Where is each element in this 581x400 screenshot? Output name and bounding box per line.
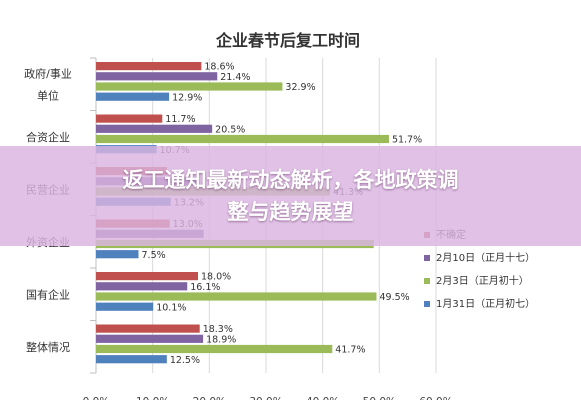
category-label: 政府/事业 <box>24 66 72 80</box>
bar <box>96 282 188 291</box>
bar <box>96 292 377 301</box>
data-label: 18.6% <box>204 62 234 73</box>
bar <box>96 92 170 101</box>
bar <box>96 324 200 333</box>
legend-swatch <box>424 255 430 261</box>
legend-label: 1月31日（正月初七） <box>436 297 535 310</box>
bar <box>96 82 283 91</box>
x-tick-label: 60.0% <box>419 396 452 400</box>
data-label: 18.3% <box>203 324 233 335</box>
chart-title: 企业春节后复工时间 <box>215 31 360 50</box>
bar <box>96 344 333 354</box>
bar <box>96 302 154 311</box>
category-label: 合资企业 <box>26 130 70 144</box>
legend-swatch <box>424 301 430 307</box>
data-label: 49.5% <box>380 292 410 303</box>
legend-label: 2月3日（正月初十） <box>436 274 529 287</box>
category-label: 国有企业 <box>26 287 70 301</box>
data-label: 16.1% <box>190 282 220 293</box>
banner-line-1: 返工通知最新动态解析，各地政策调 <box>122 168 459 192</box>
x-tick-label: 40.0% <box>306 396 339 400</box>
data-label: 10.1% <box>156 302 186 313</box>
banner-line-2: 整与趋势展望 <box>227 200 354 224</box>
bar <box>96 250 139 259</box>
bar <box>96 272 198 281</box>
data-label: 18.9% <box>206 334 236 345</box>
data-label: 20.5% <box>215 124 245 135</box>
legend-label: 2月10日（正月十七） <box>436 251 535 264</box>
data-label: 32.9% <box>285 82 315 93</box>
data-label: 21.4% <box>220 72 250 83</box>
x-tick-label: 30.0% <box>249 396 282 400</box>
data-label: 41.7% <box>335 345 365 356</box>
bar <box>96 72 218 81</box>
bar <box>96 334 204 343</box>
data-label: 7.5% <box>142 250 166 261</box>
x-tick-label: 20.0% <box>193 396 226 400</box>
legend-swatch <box>424 278 430 284</box>
category-label: 单位 <box>37 88 59 102</box>
title-banner <box>0 146 581 246</box>
data-label: 12.9% <box>172 92 202 103</box>
bar <box>96 114 163 123</box>
data-label: 51.7% <box>392 135 422 146</box>
data-label: 12.5% <box>170 355 200 366</box>
banner-headline: 返工通知最新动态解析，各地政策调 整与趋势展望 <box>0 164 581 228</box>
value-axis: 0.0% 10.0% 20.0% 30.0% 40.0% 50.0% 60.0% <box>83 396 453 400</box>
bar <box>96 124 213 133</box>
x-tick-label: 0.0% <box>83 396 110 400</box>
x-tick-label: 10.0% <box>136 396 169 400</box>
x-tick-label: 50.0% <box>363 396 396 400</box>
data-label: 11.7% <box>165 114 195 125</box>
bar <box>96 62 202 71</box>
bar <box>96 134 389 144</box>
bar <box>96 355 167 364</box>
data-label: 18.0% <box>201 272 231 283</box>
category-label: 整体情况 <box>26 340 70 354</box>
